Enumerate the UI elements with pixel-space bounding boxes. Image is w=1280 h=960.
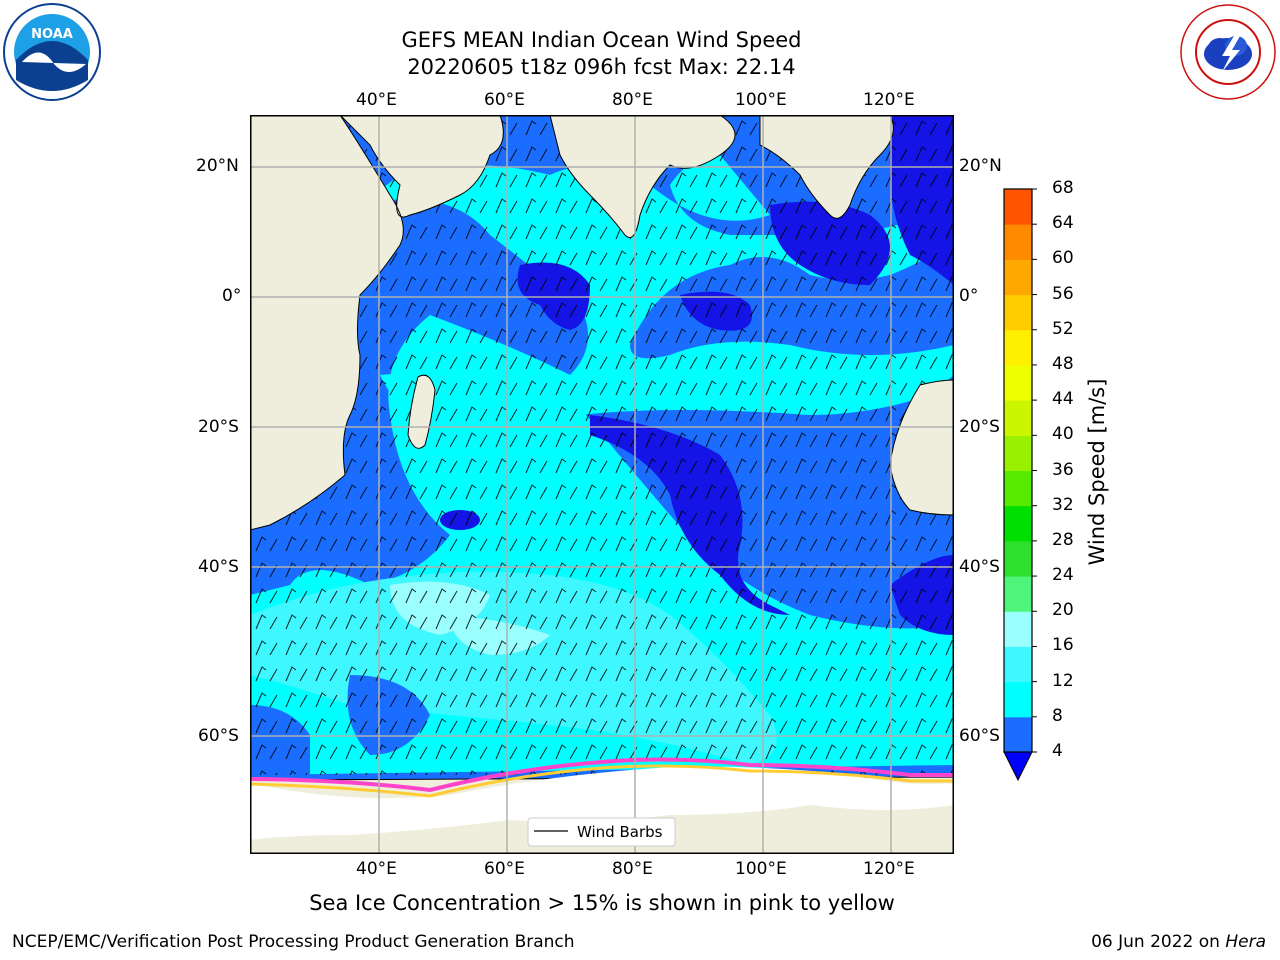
lat-tick-right-20n: 20°N [959, 156, 1002, 176]
colorbar-segment [1004, 505, 1032, 542]
lat-tick-right-0: 0° [959, 286, 979, 306]
colorbar-tick-label: 20 [1052, 600, 1074, 621]
colorbar-extend-triangle [1003, 751, 1033, 782]
colorbar-label: Wind Speed [m/s] [1085, 378, 1109, 566]
lon-tick-bottom-120e: 120°E [863, 859, 915, 879]
colorbar-tick-label: 8 [1052, 705, 1063, 726]
colorbar-segment [1004, 364, 1032, 401]
land-madagascar [407, 374, 436, 449]
colorbar-segment [1004, 540, 1032, 577]
sea-ice-edge-yellow [250, 764, 954, 798]
graticule [250, 115, 954, 854]
footer-host: Hera [1225, 932, 1266, 952]
lon-tick-bottom-100e: 100°E [735, 859, 787, 879]
colorbar-tick-label: 16 [1052, 635, 1074, 656]
colorbar-tick-label: 32 [1052, 494, 1074, 515]
lat-tick-left-60s: 60°S [198, 726, 239, 746]
colorbar-segment [1004, 435, 1032, 471]
colorbar-segment [1004, 576, 1032, 612]
colorbar-tick-label: 28 [1052, 529, 1074, 550]
chart-title: GEFS MEAN Indian Ocean Wind Speed [401, 28, 802, 52]
legend-label: Wind Barbs [577, 823, 663, 841]
colorbar-tick-label: 36 [1052, 459, 1074, 480]
chart-subtitle: 20220605 t18z 096h fcst Max: 22.14 [407, 55, 796, 79]
sea-ice-edge [250, 757, 954, 793]
lon-tick-top-100e: 100°E [735, 90, 787, 110]
colorbar-tick-label: 68 [1052, 178, 1074, 198]
lat-tick-left-20n: 20°N [196, 156, 239, 176]
colorbar [1003, 188, 1037, 782]
colorbar-segment [1004, 611, 1032, 647]
colorbar-tick-label: 60 [1052, 248, 1074, 269]
lon-tick-top-40e: 40°E [356, 90, 397, 110]
lon-tick-bottom-80e: 80°E [612, 859, 653, 879]
colorbar-segment [1004, 400, 1032, 436]
map-legend: Wind Barbs [527, 817, 676, 847]
colorbar-segment [1004, 224, 1032, 260]
colorbar-tick-label: 48 [1052, 353, 1074, 374]
lat-tick-left-0: 0° [222, 286, 242, 306]
lon-tick-top-80e: 80°E [612, 90, 653, 110]
lat-tick-right-60s: 60°S [959, 726, 1000, 746]
wind-map: Wind Barbs [250, 115, 954, 854]
map-frame [250, 115, 954, 854]
colorbar-tick-label: 40 [1052, 424, 1074, 445]
colorbar-segment [1004, 329, 1032, 366]
lon-tick-bottom-60e: 60°E [484, 859, 525, 879]
colorbar-segment [1004, 470, 1032, 507]
colorbar-tick-label: 24 [1052, 565, 1074, 586]
footer-date-text: 06 Jun 2022 on [1091, 932, 1226, 952]
colorbar-tick-label: 56 [1052, 283, 1074, 304]
colorbar-tick-label: 52 [1052, 318, 1074, 339]
colorbar-segment [1004, 294, 1032, 331]
lat-tick-right-20s: 20°S [959, 417, 1000, 437]
sea-ice-caption: Sea Ice Concentration > 15% is shown in … [309, 891, 895, 915]
colorbar-tick-label: 44 [1052, 389, 1074, 410]
lon-tick-top-60e: 60°E [484, 90, 525, 110]
footer-credit: NCEP/EMC/Verification Post Processing Pr… [12, 932, 575, 952]
colorbar-tick-label: 4 [1052, 741, 1063, 761]
noaa-logo: NOAA [2, 2, 102, 102]
noaa-logo-text: NOAA [31, 27, 73, 42]
colorbar-segment [1004, 259, 1032, 296]
ice-shelf [250, 766, 954, 840]
colorbar-segment [1004, 681, 1032, 718]
colorbar-segment [1004, 716, 1032, 753]
colorbar-segment [1004, 646, 1032, 683]
footer-date: 06 Jun 2022 on Hera [1091, 932, 1266, 952]
lat-tick-right-40s: 40°S [959, 557, 1000, 577]
nws-logo [1178, 2, 1278, 102]
land-australia [889, 379, 954, 516]
lon-tick-bottom-40e: 40°E [356, 859, 397, 879]
lat-tick-left-20s: 20°S [198, 417, 239, 437]
lon-tick-top-120e: 120°E [863, 90, 915, 110]
lat-tick-left-40s: 40°S [198, 557, 239, 577]
colorbar-tick-label: 64 [1052, 213, 1074, 234]
colorbar-segment [1004, 189, 1032, 225]
land-india [549, 115, 736, 238]
colorbar-tick-label: 12 [1052, 670, 1074, 691]
